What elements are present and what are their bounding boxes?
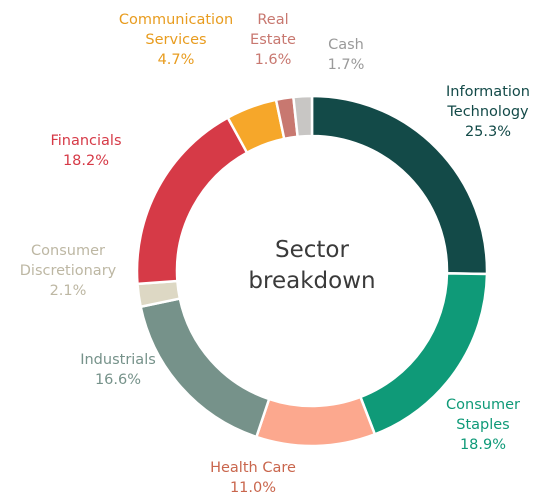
category-label: Cash <box>328 37 364 53</box>
category-label: Consumer Staples <box>446 397 520 433</box>
slice-label: Health Care 11.0% <box>193 458 313 495</box>
category-label: Information Technology <box>446 84 530 120</box>
slice <box>291 94 314 139</box>
slice <box>135 115 249 286</box>
value-label: 1.6% <box>254 52 292 68</box>
slice-label: Cash 1.7% <box>316 35 376 75</box>
slice-label: Financials 18.2% <box>31 131 141 171</box>
category-label: Consumer Discretionary <box>19 243 117 279</box>
chart-title: Sector breakdown <box>248 237 376 294</box>
value-label: 11.0% <box>229 480 277 495</box>
value-label: 4.7% <box>157 52 195 68</box>
value-label: 18.2% <box>62 153 110 169</box>
slice-label: Real Estate 1.6% <box>243 10 303 70</box>
value-label: 18.9% <box>459 437 507 453</box>
value-label: 1.7% <box>327 57 365 73</box>
category-label: Industrials <box>80 352 156 368</box>
value-label: 16.6% <box>94 372 142 388</box>
category-label: Health Care <box>210 460 296 476</box>
value-label: 25.3% <box>464 124 512 140</box>
category-label: Real Estate <box>250 12 296 48</box>
slice-label: Consumer Staples 18.9% <box>428 395 537 455</box>
value-label: 2.1% <box>49 283 87 299</box>
category-label: Communication Services <box>118 12 234 48</box>
slice-label: Communication Services 4.7% <box>101 10 251 70</box>
slice-label: Information Technology 25.3% <box>423 82 537 142</box>
slice <box>254 395 377 448</box>
slice-label: Industrials 16.6% <box>63 350 173 390</box>
category-label: Financials <box>50 133 122 149</box>
slice-label: Consumer Discretionary 2.1% <box>3 241 133 301</box>
